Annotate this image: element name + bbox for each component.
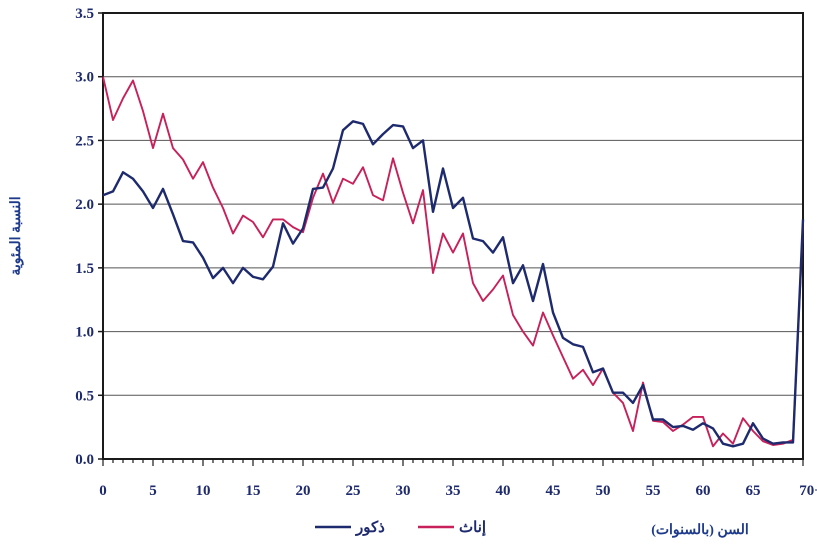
- y-tick-label: 3.5: [75, 6, 94, 22]
- series-line-0: [102, 120, 805, 448]
- series-lines: [102, 76, 805, 448]
- x-axis-title: السن (بالسنوات): [651, 523, 749, 538]
- legend-label-0: ذكور: [355, 520, 385, 536]
- x-tick-label: 55: [646, 483, 661, 499]
- x-tick-label: 35: [446, 483, 461, 499]
- x-tick-label: 30: [396, 483, 411, 499]
- series-line-1: [102, 76, 804, 448]
- x-tick-label: 10: [196, 483, 211, 499]
- y-tick-label: 2.5: [75, 133, 94, 149]
- y-tick-label: 3.0: [75, 70, 94, 86]
- x-tick-label: 45: [546, 483, 561, 499]
- y-tick-label: 0.5: [75, 388, 94, 404]
- y-tick-label: 2.0: [75, 197, 94, 213]
- axis-ticks: 0.0 0.5 1.0 1.5 2.0 2.5 3.0 3.5 0 5 10 15 20 25 30 35 40…: [75, 6, 817, 499]
- x-tick-label: 5: [149, 483, 157, 499]
- legend: ذكور إناث: [315, 520, 486, 536]
- x-tick-label: 20: [296, 483, 311, 499]
- x-tick-label: 50: [596, 483, 611, 499]
- x-tick-label: 0: [99, 483, 107, 499]
- x-tick-label: 60: [696, 483, 711, 499]
- y-tick-label: 1.5: [75, 261, 94, 277]
- y-tick-label: 0.0: [75, 452, 94, 468]
- x-tick-label: 70+: [799, 483, 817, 499]
- x-tick-label: 65: [746, 483, 761, 499]
- y-tick-label: 1.0: [75, 325, 94, 341]
- gridlines: [103, 76, 803, 396]
- x-tick-label: 40: [496, 483, 511, 499]
- x-tick-label: 15: [246, 483, 261, 499]
- legend-label-1: إناث: [459, 520, 486, 536]
- y-axis-title: النسبة المئوية: [9, 196, 24, 275]
- plot-frame: [102, 12, 804, 460]
- x-tick-label: 25: [346, 483, 361, 499]
